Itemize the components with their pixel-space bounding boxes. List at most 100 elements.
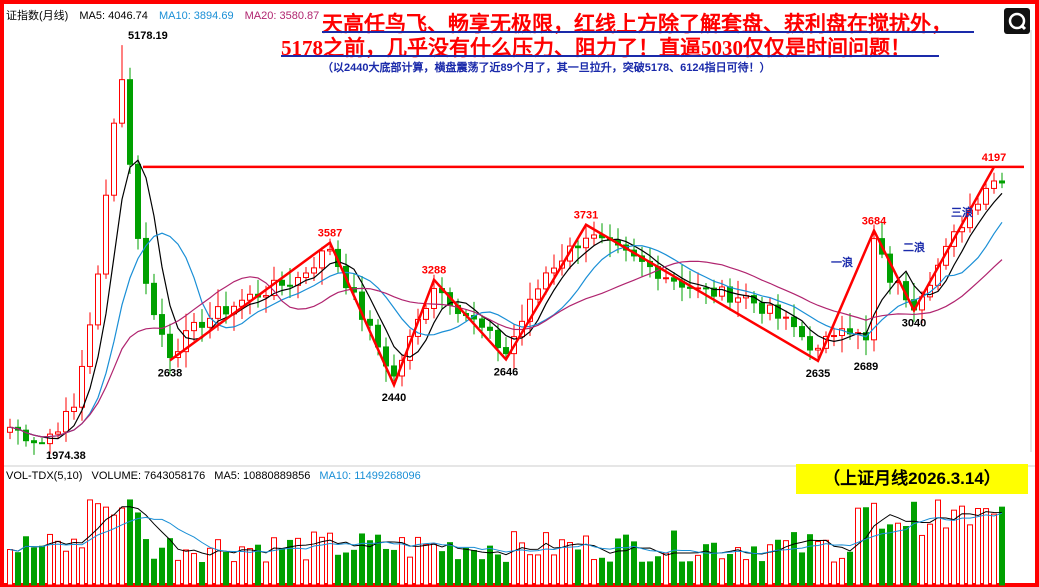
price-point-label: 2440 [382, 392, 406, 404]
volume-indicator-name: VOL-TDX(5,10) [6, 470, 83, 482]
volume-bar [303, 559, 309, 586]
volume-ma5-line [9, 506, 1003, 556]
volume-bar [439, 551, 445, 586]
price-point-label: 2635 [806, 368, 830, 380]
volume-bar [423, 543, 429, 586]
volume-bar [999, 506, 1005, 586]
volume-bar [95, 503, 101, 586]
volume-bar [399, 537, 405, 586]
volume-bar [495, 554, 501, 586]
candle-body [87, 324, 93, 367]
volume-bar [39, 545, 45, 586]
volume-bar [391, 549, 397, 586]
volume-bar [103, 506, 109, 586]
volume-bar [247, 548, 253, 586]
price-point-label: 3288 [422, 265, 446, 277]
volume-bar [687, 561, 693, 586]
candle-body [999, 180, 1005, 184]
volume-bar [615, 538, 621, 586]
volume-bar [215, 539, 221, 586]
volume-bar [319, 536, 325, 586]
volume-bar [55, 540, 61, 586]
volume-bar [759, 561, 765, 586]
volume-bar [87, 499, 93, 586]
candle-body [591, 234, 597, 239]
volume-bar [191, 553, 197, 586]
candle-body [535, 288, 541, 300]
candle-body [783, 316, 789, 319]
volume-bar [711, 542, 717, 586]
volume-bar [831, 561, 837, 586]
zigzag-trendline [169, 166, 996, 389]
volume-bar [471, 550, 477, 586]
candle-body [39, 442, 45, 445]
volume-bar [983, 508, 989, 586]
volume-bar [551, 554, 557, 586]
price-point-label: 1974.38 [46, 450, 86, 462]
candle-body [831, 335, 837, 338]
price-point-label: 3587 [318, 228, 342, 240]
volume-bar [511, 531, 517, 586]
wave-label: 三浪 [951, 205, 973, 219]
volume-bar [671, 530, 677, 586]
volume-bar [959, 505, 965, 586]
wave-label: 二浪 [903, 240, 925, 254]
candle-body [279, 279, 285, 286]
volume-bar [583, 535, 589, 586]
candle-body [303, 272, 309, 279]
volume-bar [895, 522, 901, 586]
ma5-legend: MA5: 4046.74 [79, 10, 148, 22]
price-legend: 证指数(月线) MA5: 4046.74 MA10: 3894.69 MA20:… [6, 7, 327, 23]
volume-bar [271, 537, 277, 586]
candle-body [31, 440, 37, 444]
volume-bar [479, 559, 485, 586]
candle-body [23, 429, 29, 442]
volume-bar [119, 507, 125, 586]
candle-body [543, 272, 549, 290]
candle-body [871, 238, 877, 341]
volume-bar [791, 532, 797, 586]
volume-bar [695, 554, 701, 586]
volume-bar [911, 501, 917, 586]
volume-bar [351, 549, 357, 586]
wave-label: 一浪 [831, 255, 853, 269]
volume-bar [519, 542, 525, 586]
candle-body [183, 330, 189, 353]
volume-bar [151, 558, 157, 586]
volume-bar [375, 534, 381, 586]
price-point-label: 4197 [982, 152, 1006, 164]
volume-ma5: MA5: 10880889856 [214, 470, 311, 482]
volume-bar [855, 507, 861, 586]
volume-bar [15, 552, 21, 586]
volume-bar [527, 554, 533, 586]
volume-bar [279, 548, 285, 586]
volume-bar [663, 552, 669, 586]
candle-body [983, 187, 989, 205]
ma10-line [9, 221, 1003, 438]
volume-bar [871, 502, 877, 586]
volume-bar [943, 527, 949, 586]
volume-bar [487, 545, 493, 586]
volume-bar [743, 559, 749, 586]
candle-body [111, 122, 117, 196]
volume-bar [23, 536, 29, 586]
candle-body [223, 306, 229, 315]
volume-bar [159, 547, 165, 586]
candle-body [727, 286, 733, 303]
candle-body [135, 163, 141, 239]
volume-bar [503, 561, 509, 586]
app-logo-icon[interactable] [1004, 8, 1030, 34]
candle-body [159, 314, 165, 335]
volume-bar [719, 558, 725, 586]
ma20-line [9, 259, 1003, 438]
candle-body [991, 180, 997, 189]
candle-body [71, 406, 77, 412]
volume-bar [463, 547, 469, 586]
candle-body [191, 321, 197, 332]
candle-body [143, 237, 149, 284]
volume-bar [407, 556, 413, 586]
candle-body [215, 306, 221, 319]
volume-bar [799, 552, 805, 586]
volume-bar [175, 559, 181, 586]
ma20-legend: MA20: 3580.87 [244, 10, 320, 22]
